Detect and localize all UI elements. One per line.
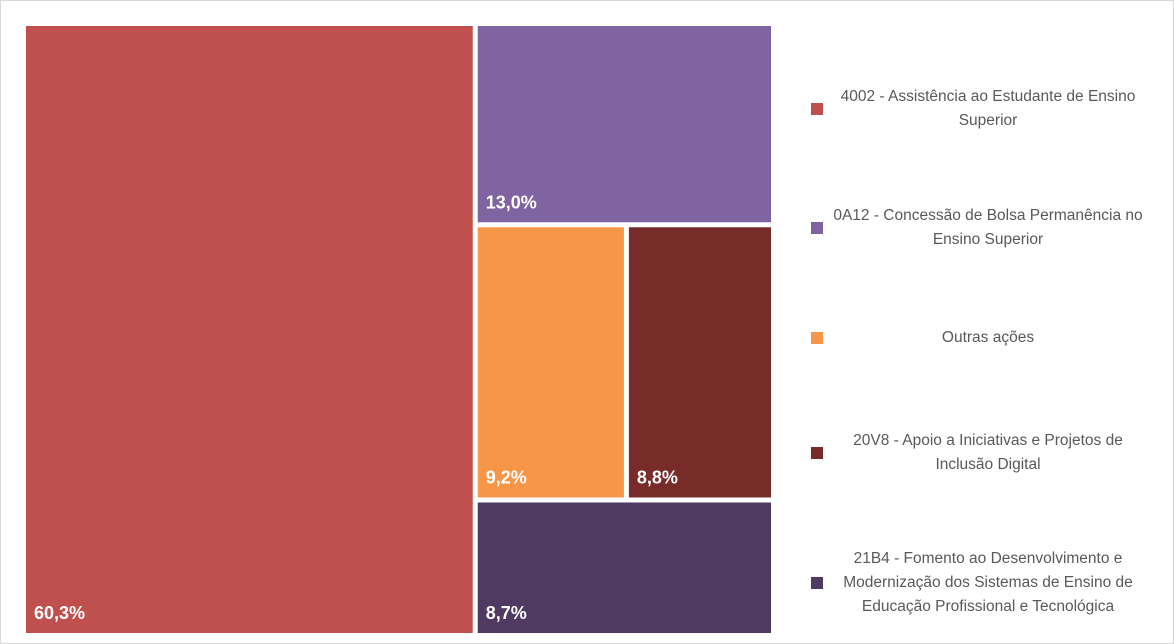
legend-item: Outras ações	[801, 326, 1161, 350]
legend-swatch	[811, 222, 823, 234]
legend-label: Outras ações	[941, 329, 1035, 346]
value-label: 60,3%	[34, 603, 85, 623]
value-label: 13,0%	[486, 192, 537, 212]
legend-item: 21B4 - Fomento ao Desenvolvimento e Mode…	[801, 547, 1161, 619]
tile	[26, 26, 473, 633]
legend-label: 0A12 - Concessão de Bolsa Permanência no…	[833, 207, 1143, 248]
legend-label: 4002 - Assistência ao Estudante de Ensin…	[840, 88, 1136, 129]
value-label: 8,7%	[486, 603, 527, 623]
legend-item: 0A12 - Concessão de Bolsa Permanência no…	[801, 204, 1161, 252]
tile	[477, 502, 771, 633]
legend: 4002 - Assistência ao Estudante de Ensin…	[801, 1, 1161, 633]
legend-item: 4002 - Assistência ao Estudante de Ensin…	[801, 85, 1161, 133]
legend-label: 20V8 - Apoio a Iniciativas e Projetos de…	[853, 432, 1123, 473]
legend-swatch	[811, 332, 823, 344]
tile	[477, 26, 771, 223]
legend-swatch	[811, 103, 823, 115]
legend-swatch	[811, 577, 823, 589]
legend-label: 21B4 - Fomento ao Desenvolvimento e Mode…	[843, 550, 1133, 615]
legend-swatch	[811, 447, 823, 459]
value-label: 9,2%	[486, 467, 527, 487]
legend-item: 20V8 - Apoio a Iniciativas e Projetos de…	[801, 429, 1161, 477]
value-label: 8,8%	[637, 467, 678, 487]
tile	[628, 227, 771, 498]
tile	[477, 227, 624, 498]
